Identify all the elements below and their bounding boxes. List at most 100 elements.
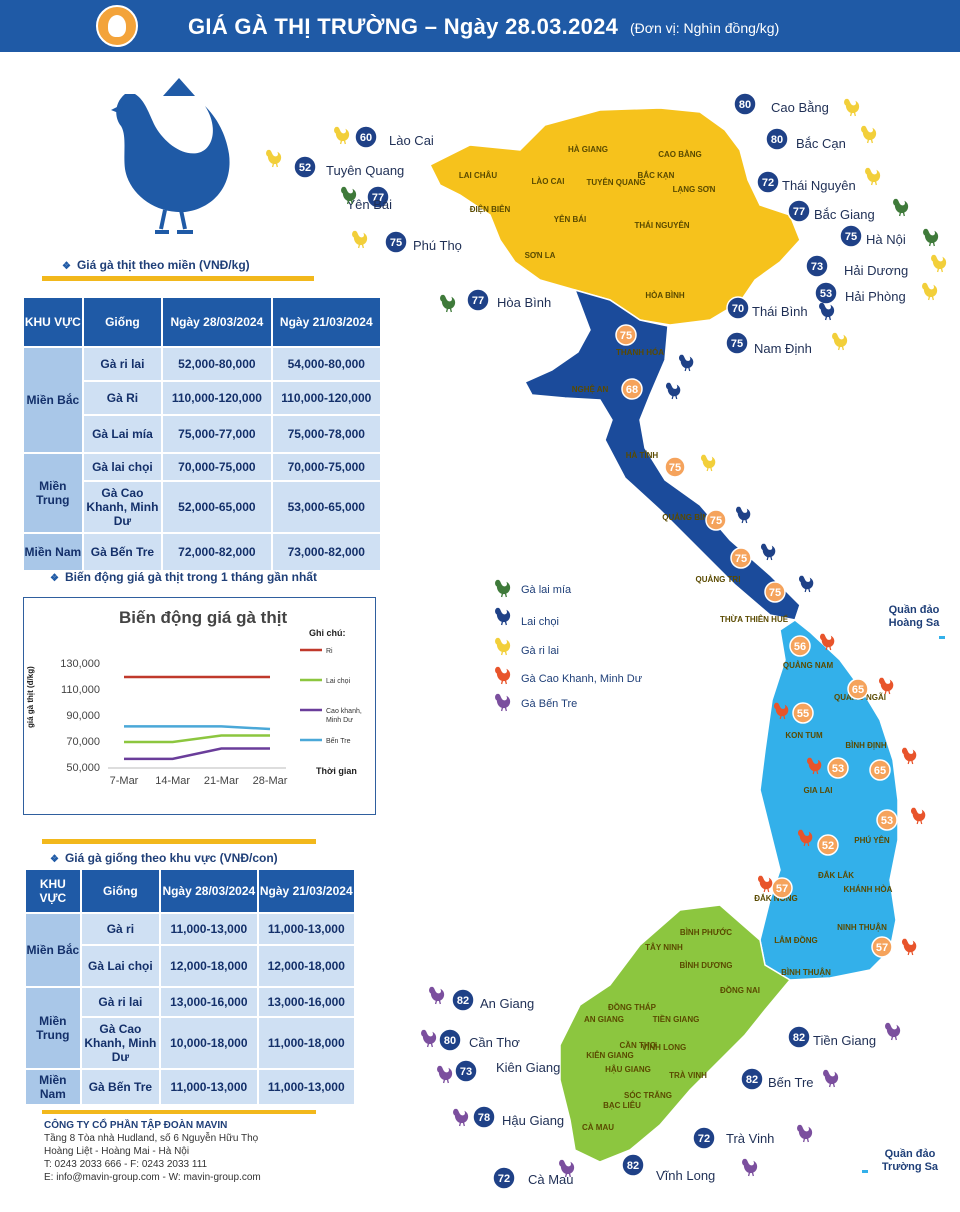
chart-series-line: [124, 747, 270, 761]
region-cell: Miền Nam: [24, 1068, 82, 1106]
price-badge-value: 65: [852, 684, 864, 696]
price-badge-value: 55: [797, 708, 809, 720]
province-marker: 80 Cần Thơ: [421, 1028, 520, 1052]
price-now-cell: 72,000-82,000: [161, 532, 273, 572]
chicken-icon: [885, 1022, 901, 1041]
chart-x-tick-label: 21-Mar: [204, 775, 239, 787]
chart-legend-title: Ghi chú:: [309, 628, 346, 638]
province-name: Hải Dương: [844, 263, 908, 278]
province-name: Trà Vinh: [726, 1131, 774, 1146]
chicken-icon: [760, 543, 776, 561]
chart-legend-label: Cao khanh,: [326, 708, 362, 715]
price-badge-value: 77: [372, 192, 384, 204]
map-region-label: BẮC KẠN: [638, 171, 675, 180]
price-prev-cell: 11,000-13,000: [256, 912, 357, 946]
province-marker: 53 Hải Phòng: [814, 281, 938, 305]
map-region-label: AN GIANG: [584, 1015, 624, 1024]
chart-legend-label: Bến Tre: [326, 736, 351, 745]
price-now-cell: 13,000-16,000: [159, 986, 259, 1018]
hoang-sa-islands: [939, 636, 945, 639]
price-badge: [869, 759, 891, 781]
price-prev-cell: 12,000-18,000: [256, 944, 357, 988]
chicken-icon: [665, 382, 681, 400]
legend-item: Lai chọi: [521, 616, 559, 628]
province-marker: 70 Thái Bình: [726, 296, 835, 321]
map-region-label: BẠC LIÊU: [603, 1101, 641, 1110]
central-price-marker: 75: [664, 454, 716, 478]
price-badge-value: 57: [776, 883, 788, 895]
chicken-icon: [806, 757, 822, 775]
province-name: Bắc Cạn: [796, 136, 846, 151]
breed-cell: Gà Cao Khanh, Minh Dư: [79, 1016, 162, 1070]
price-badge-value: 75: [620, 330, 632, 342]
province-name: Hậu Giang: [502, 1113, 564, 1128]
chick-section-title: ❖ Giá gà giống theo khu vực (VNĐ/con): [50, 851, 278, 865]
province-marker: 72 Cà Mau: [492, 1159, 575, 1190]
map-region-label: ĐIỆN BIÊN: [470, 205, 511, 214]
price-prev-cell: 53,000-65,000: [270, 480, 383, 534]
province-marker: 77 Bắc Giang: [787, 198, 909, 223]
chart-x-tick-label: 7-Mar: [110, 775, 139, 787]
chicken-icon: [352, 230, 368, 249]
company-footer: CÔNG TY CỔ PHẦN TẬP ĐOÀN MAVIN Tầng 8 Tò…: [44, 1119, 261, 1184]
map-region-label: PHÚ YÊN: [854, 836, 890, 845]
map-region-label: HÀ TĨNH: [626, 451, 659, 460]
chicken-icon: [861, 125, 877, 144]
price-badge-value: 75: [390, 237, 402, 249]
map-region-label: KON TUM: [785, 731, 823, 740]
chicken-icon: [797, 829, 813, 847]
price-badge: [726, 296, 750, 320]
price-now-cell: 52,000-80,000: [161, 346, 273, 382]
chicken-icon: [742, 1158, 758, 1177]
map-region-label: CÀ MAU: [582, 1123, 614, 1132]
province-name: Yên Bái: [346, 197, 392, 212]
chart-series-line: [124, 734, 270, 744]
price-badge-value: 73: [811, 261, 823, 273]
map-region-label: BÌNH THUẬN: [781, 968, 831, 977]
price-badge: [730, 547, 752, 569]
gold-divider: [42, 276, 314, 281]
price-now-cell: 11,000-13,000: [159, 1068, 259, 1106]
province-marker: 80 Bắc Cạn: [765, 125, 877, 151]
province-name: Kiên Giang: [496, 1060, 560, 1075]
chart-x-tick-label: 28-Mar: [253, 775, 288, 787]
map-region-label: HẬU GIANG: [605, 1065, 651, 1074]
chicken-icon: [421, 1029, 437, 1048]
gold-divider: [42, 1110, 316, 1114]
map-region-label: SƠN LA: [525, 251, 556, 260]
province-marker: 75 Hà Nội: [839, 224, 939, 248]
map-region-label: THANH HÓA: [616, 348, 664, 357]
price-now-cell: 110,000-120,000: [161, 380, 273, 416]
map-region-label: BÌNH ĐỊNH: [845, 741, 887, 750]
chicken-icon: [878, 677, 894, 695]
truong-sa-label: Quần đảo Trường Sa: [881, 1148, 939, 1173]
chicken-icon: [453, 1108, 469, 1127]
chicken-icon: [931, 254, 947, 273]
province-marker: 77 Hòa Bình: [440, 288, 551, 313]
price-badge: [839, 224, 863, 248]
price-badge: [765, 127, 789, 151]
price-badge: [384, 230, 408, 254]
page-title: GIÁ GÀ THỊ TRƯỜNG – Ngày 28.03.2024: [188, 14, 619, 39]
map-region-label: HÀ GIANG: [568, 145, 608, 154]
chicken-icon: [922, 282, 938, 301]
map-region-label: GIA LAI: [803, 786, 832, 795]
company-contact: E: info@mavin-group.com - W: mavin-group…: [44, 1172, 261, 1183]
central-price-marker: 53: [876, 807, 926, 831]
province-name: Cao Bằng: [771, 100, 829, 115]
chicken-icon: [923, 228, 939, 247]
price-badge: [664, 456, 686, 478]
chicken-icon: [559, 1159, 575, 1178]
map-region-label: TÂY NINH: [645, 943, 683, 952]
province-name: Thái Bình: [752, 304, 808, 319]
legend-item: Gà lai mía: [521, 584, 572, 596]
chart-series-line: [124, 725, 271, 731]
province-name: An Giang: [480, 996, 534, 1011]
price-trend-chart: Biến động giá gà thịt Ghi chú: giá gà th…: [23, 597, 376, 815]
truong-sa-islands: [862, 1170, 868, 1173]
central-price-marker: 52: [797, 829, 839, 856]
central-price-marker: 75: [764, 575, 814, 603]
hen-illustration: [111, 78, 230, 234]
region-cell: Miền Bắc: [22, 346, 84, 454]
